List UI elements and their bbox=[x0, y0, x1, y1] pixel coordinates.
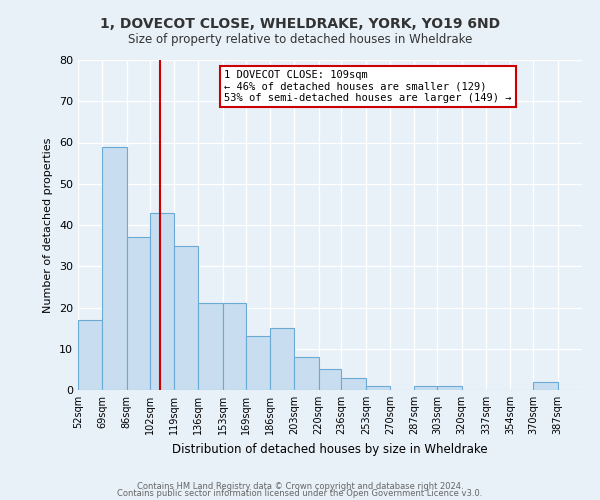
Bar bbox=[294, 357, 319, 390]
Text: 1 DOVECOT CLOSE: 109sqm
← 46% of detached houses are smaller (129)
53% of semi-d: 1 DOVECOT CLOSE: 109sqm ← 46% of detache… bbox=[224, 70, 512, 103]
Bar bbox=[174, 246, 198, 390]
Bar bbox=[366, 386, 390, 390]
Bar bbox=[245, 336, 270, 390]
Bar bbox=[270, 328, 294, 390]
Y-axis label: Number of detached properties: Number of detached properties bbox=[43, 138, 53, 312]
Bar bbox=[415, 386, 437, 390]
Bar bbox=[78, 320, 103, 390]
Bar bbox=[319, 370, 341, 390]
Bar bbox=[533, 382, 557, 390]
Text: Contains HM Land Registry data © Crown copyright and database right 2024.: Contains HM Land Registry data © Crown c… bbox=[137, 482, 463, 491]
Text: 1, DOVECOT CLOSE, WHELDRAKE, YORK, YO19 6ND: 1, DOVECOT CLOSE, WHELDRAKE, YORK, YO19 … bbox=[100, 18, 500, 32]
X-axis label: Distribution of detached houses by size in Wheldrake: Distribution of detached houses by size … bbox=[172, 442, 488, 456]
Text: Size of property relative to detached houses in Wheldrake: Size of property relative to detached ho… bbox=[128, 32, 472, 46]
Text: Contains public sector information licensed under the Open Government Licence v3: Contains public sector information licen… bbox=[118, 489, 482, 498]
Bar bbox=[103, 146, 127, 390]
Bar bbox=[223, 304, 245, 390]
Bar bbox=[149, 212, 174, 390]
Bar bbox=[127, 238, 149, 390]
Bar bbox=[198, 304, 223, 390]
Bar bbox=[341, 378, 366, 390]
Bar bbox=[437, 386, 462, 390]
